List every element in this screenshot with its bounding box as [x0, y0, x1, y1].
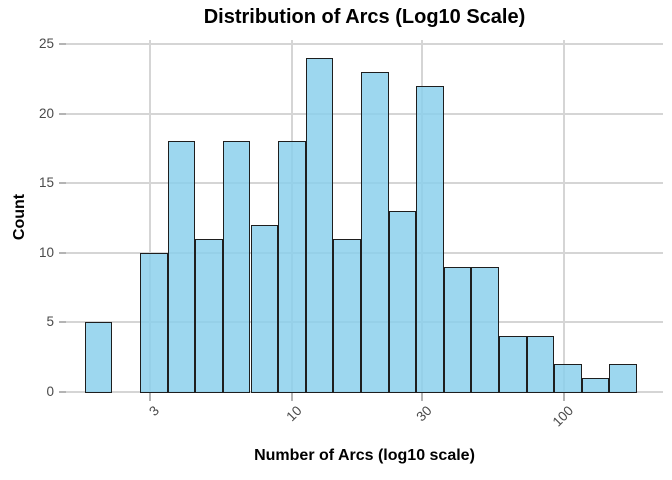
histogram-bar: [526, 336, 555, 393]
y-tick-label: 0: [46, 384, 54, 399]
x-axis-tick: [420, 393, 423, 401]
histogram-bar: [388, 211, 417, 393]
chart-title: Distribution of Arcs (Log10 Scale): [203, 6, 526, 28]
histogram-bar: [499, 336, 527, 393]
histogram-bar: [305, 57, 334, 393]
histogram-bar: [222, 141, 251, 393]
y-axis-tick: [59, 182, 66, 185]
histogram-bar: [250, 225, 279, 393]
x-gridline: [563, 40, 565, 393]
x-tick-label: 10: [283, 403, 305, 425]
y-gridline: [66, 43, 663, 45]
histogram-bar: [361, 71, 389, 393]
x-tick-label: 100: [550, 403, 577, 430]
y-axis-tick: [59, 112, 66, 115]
histogram-bar: [333, 238, 361, 393]
histogram-bar: [581, 378, 610, 393]
histogram-bar: [195, 238, 223, 393]
y-axis-tick: [59, 43, 66, 45]
y-tick-label: 25: [38, 36, 54, 51]
y-axis-tick: [59, 391, 66, 393]
y-tick-label: 15: [38, 175, 54, 191]
y-tick-label: 20: [38, 105, 54, 121]
y-axis-tick: [59, 251, 66, 254]
y-tick-label: 10: [38, 244, 54, 260]
x-axis-tick: [291, 393, 293, 401]
x-tick-label: 30: [413, 403, 435, 425]
histogram-bar: [167, 141, 196, 393]
x-axis-title: Number of Arcs (log10 scale): [254, 447, 475, 464]
histogram-bar: [443, 266, 472, 393]
x-gridline: [148, 40, 151, 393]
x-tick-label: 3: [146, 403, 163, 419]
x-axis-tick: [148, 393, 151, 401]
histogram-bar: [471, 266, 499, 393]
histogram-bar: [609, 364, 637, 393]
x-axis-tick: [563, 393, 565, 401]
histogram-bar: [278, 141, 306, 393]
y-axis-tick: [59, 321, 66, 324]
y-axis-title: Count: [11, 193, 28, 241]
histogram-bar: [84, 322, 113, 393]
histogram-bar: [554, 364, 582, 393]
y-tick-label: 5: [46, 314, 54, 330]
histogram-bar: [416, 85, 444, 393]
histogram-bar: [140, 252, 168, 393]
